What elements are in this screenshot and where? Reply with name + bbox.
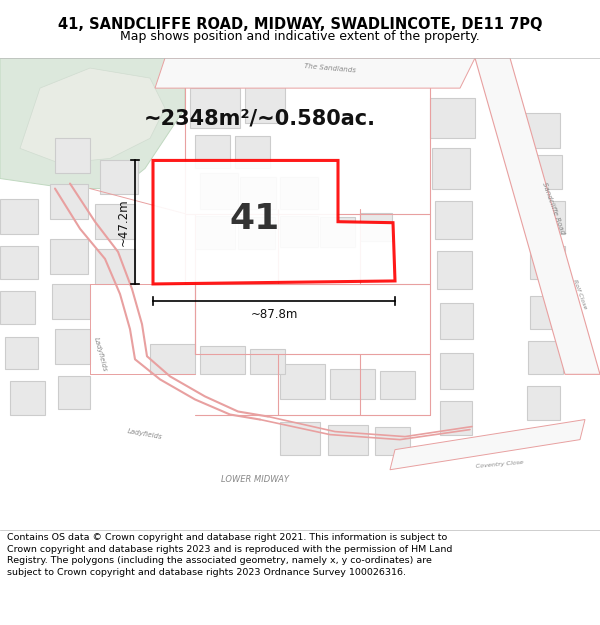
Polygon shape xyxy=(95,249,135,284)
Polygon shape xyxy=(328,424,368,454)
Text: Coventry Close: Coventry Close xyxy=(476,460,524,469)
Polygon shape xyxy=(528,156,562,189)
Polygon shape xyxy=(530,201,565,234)
Polygon shape xyxy=(150,344,195,374)
Text: The Sandlands: The Sandlands xyxy=(304,62,356,73)
Polygon shape xyxy=(153,161,395,284)
Polygon shape xyxy=(432,148,470,189)
Text: Map shows position and indicative extent of the property.: Map shows position and indicative extent… xyxy=(120,30,480,43)
Polygon shape xyxy=(20,68,165,164)
Polygon shape xyxy=(195,216,235,249)
Text: ~47.2m: ~47.2m xyxy=(116,198,130,246)
Polygon shape xyxy=(0,291,35,324)
Polygon shape xyxy=(330,369,375,399)
Polygon shape xyxy=(375,426,410,454)
Text: ~87.8m: ~87.8m xyxy=(250,308,298,321)
Polygon shape xyxy=(320,217,355,247)
Polygon shape xyxy=(0,199,38,234)
Polygon shape xyxy=(238,217,275,249)
Polygon shape xyxy=(155,58,475,88)
Polygon shape xyxy=(190,88,240,128)
Polygon shape xyxy=(55,329,90,364)
Polygon shape xyxy=(528,341,563,374)
Polygon shape xyxy=(525,113,560,148)
Polygon shape xyxy=(240,176,276,209)
Polygon shape xyxy=(235,136,270,169)
Polygon shape xyxy=(200,346,245,374)
Polygon shape xyxy=(250,349,285,374)
Polygon shape xyxy=(55,138,90,174)
Polygon shape xyxy=(380,371,415,399)
Polygon shape xyxy=(200,174,238,209)
Text: Rolf Close: Rolf Close xyxy=(572,278,588,309)
Polygon shape xyxy=(58,376,90,409)
Polygon shape xyxy=(530,246,565,279)
Polygon shape xyxy=(475,58,600,374)
Polygon shape xyxy=(0,246,38,279)
Polygon shape xyxy=(440,401,472,434)
Polygon shape xyxy=(245,86,285,123)
Polygon shape xyxy=(195,136,230,169)
Polygon shape xyxy=(280,421,320,454)
Text: Contains OS data © Crown copyright and database right 2021. This information is : Contains OS data © Crown copyright and d… xyxy=(7,533,452,578)
Polygon shape xyxy=(310,58,360,83)
Polygon shape xyxy=(360,213,392,241)
Polygon shape xyxy=(440,303,473,339)
Text: ~2348m²/~0.580ac.: ~2348m²/~0.580ac. xyxy=(144,108,376,128)
Text: Ladyfields: Ladyfields xyxy=(92,336,107,372)
Polygon shape xyxy=(437,251,472,289)
Text: LOWER MIDWAY: LOWER MIDWAY xyxy=(221,475,289,484)
Polygon shape xyxy=(100,161,138,194)
Polygon shape xyxy=(5,337,38,369)
Text: Ladyfields: Ladyfields xyxy=(127,429,163,441)
Polygon shape xyxy=(50,184,88,219)
Polygon shape xyxy=(280,216,318,247)
Polygon shape xyxy=(10,381,45,414)
Polygon shape xyxy=(50,239,88,274)
Polygon shape xyxy=(280,364,325,399)
Text: 41: 41 xyxy=(230,202,280,236)
Text: Sandcliffe Road: Sandcliffe Road xyxy=(541,182,565,236)
Text: 41, SANDCLIFFE ROAD, MIDWAY, SWADLINCOTE, DE11 7PQ: 41, SANDCLIFFE ROAD, MIDWAY, SWADLINCOTE… xyxy=(58,18,542,32)
Polygon shape xyxy=(52,284,90,319)
Polygon shape xyxy=(430,98,475,138)
Polygon shape xyxy=(527,386,560,419)
Polygon shape xyxy=(280,176,318,209)
Polygon shape xyxy=(390,419,585,470)
Polygon shape xyxy=(0,58,185,189)
Polygon shape xyxy=(530,296,565,329)
Polygon shape xyxy=(435,201,472,239)
Polygon shape xyxy=(440,353,473,389)
Polygon shape xyxy=(95,204,135,239)
Polygon shape xyxy=(365,60,415,83)
